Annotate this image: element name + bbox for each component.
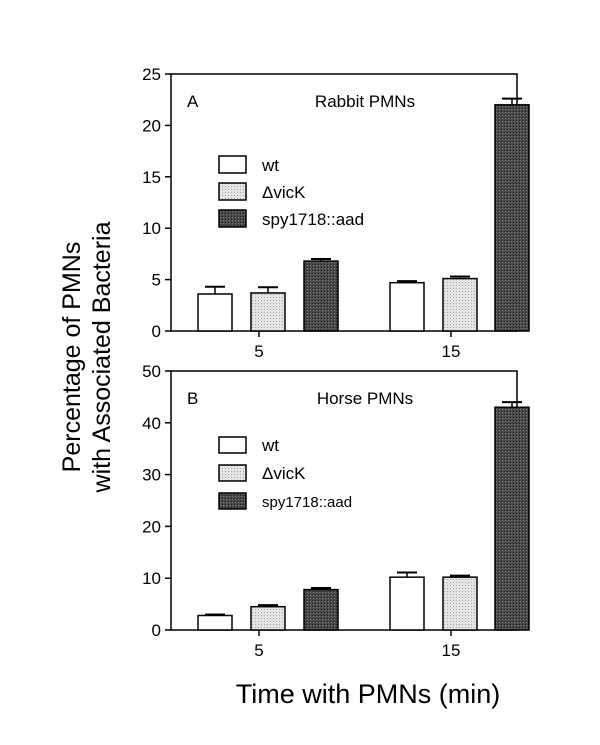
y-tick-label: 5 <box>152 271 161 290</box>
y-tick-label: 10 <box>142 219 161 238</box>
legend-swatch-spy1718 <box>218 209 247 228</box>
x-tick-label: 15 <box>442 342 461 361</box>
legend-swatch-vick <box>218 464 247 482</box>
y-tick-label: 50 <box>142 362 161 381</box>
bar-spy1718-5min <box>303 588 339 631</box>
bar-wt-15min <box>389 576 425 631</box>
bar-vick-5min <box>250 292 286 332</box>
panel-title-b: Horse PMNs <box>317 389 413 408</box>
panel-letter-a: A <box>187 92 199 111</box>
y-axis-label-line2: with Associated Bacteria <box>88 221 116 493</box>
legend-swatch-vick <box>218 182 247 201</box>
x-tick-label: 5 <box>254 641 263 660</box>
y-tick-label: 10 <box>142 569 161 588</box>
x-tick-label: 15 <box>442 641 461 660</box>
y-tick-label: 25 <box>142 65 161 84</box>
y-tick-label: 20 <box>142 517 161 536</box>
legend-swatch-spy1718 <box>218 492 247 510</box>
panel-a-rabbit-pmns: 0 5 10 15 20 25 5 15 A Rabbit PMNs wt ΔvicK spy1718:… <box>142 65 530 361</box>
y-tick-label: 20 <box>142 116 161 135</box>
legend-swatch-wt <box>218 155 247 174</box>
legend-swatch-wt <box>218 436 247 454</box>
y-tick-label: 30 <box>142 466 161 485</box>
legend-label-spy1718: spy1718::aad <box>262 494 352 511</box>
y-tick-label: 15 <box>142 168 161 187</box>
panel-b-horse-pmns: 0 10 20 30 40 50 5 15 B Horse PMNs wt ΔvicK spy1718:… <box>142 362 530 660</box>
bar-vick-15min <box>442 277 478 332</box>
bar-spy1718-5min <box>303 260 339 332</box>
y-tick-label: 0 <box>152 621 161 640</box>
y-axis-label-line1: Percentage of PMNs <box>58 242 86 473</box>
bar-vick-15min <box>442 576 478 631</box>
bar-wt-5min <box>197 293 233 332</box>
legend-label-wt: wt <box>261 156 279 175</box>
bar-vick-5min <box>250 605 286 631</box>
panel-title-a: Rabbit PMNs <box>315 92 415 111</box>
legend-label-wt: wt <box>261 436 279 455</box>
x-tick-label: 5 <box>254 342 263 361</box>
y-tick-label: 0 <box>152 322 161 341</box>
legend-label-spy1718: spy1718::aad <box>262 210 364 229</box>
panel-letter-b: B <box>187 389 198 408</box>
bar-spy1718-15min <box>494 406 530 631</box>
y-tick-label: 40 <box>142 414 161 433</box>
x-axis-label: Time with PMNs (min) <box>236 679 501 709</box>
bar-wt-5min <box>197 614 233 631</box>
bar-spy1718-15min <box>494 104 530 332</box>
legend-label-vick: ΔvicK <box>262 183 306 202</box>
legend-label-vick: ΔvicK <box>262 464 306 483</box>
bar-wt-15min <box>389 281 425 332</box>
